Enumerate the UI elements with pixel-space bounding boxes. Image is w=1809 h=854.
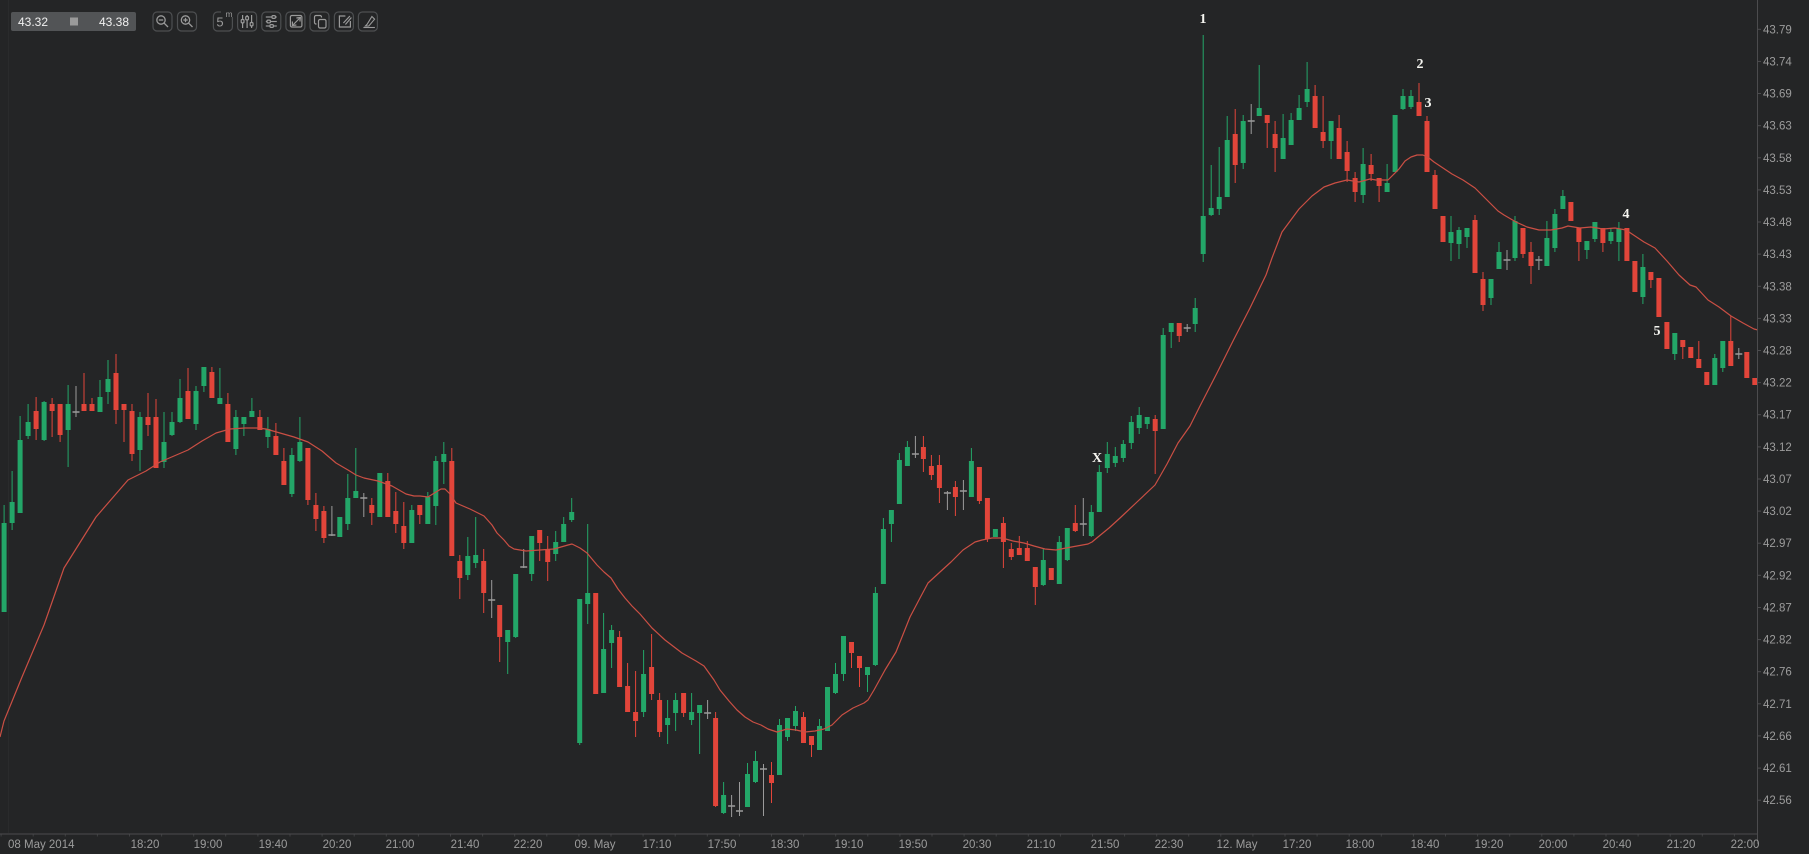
svg-text:43.69: 43.69 [1763, 89, 1792, 101]
svg-text:43.12: 43.12 [1763, 442, 1792, 454]
svg-text:18:00: 18:00 [1346, 839, 1375, 851]
svg-text:20:30: 20:30 [963, 839, 992, 851]
svg-text:X: X [1092, 451, 1102, 466]
svg-text:4: 4 [1623, 207, 1630, 222]
svg-text:5: 5 [1654, 324, 1661, 339]
svg-text:43.74: 43.74 [1763, 56, 1792, 68]
svg-text:18:40: 18:40 [1411, 839, 1440, 851]
svg-text:19:50: 19:50 [899, 839, 928, 851]
svg-text:43.22: 43.22 [1763, 378, 1792, 390]
svg-text:2: 2 [1417, 57, 1424, 72]
svg-text:43.33: 43.33 [1763, 313, 1792, 325]
svg-text:42.82: 42.82 [1763, 635, 1792, 647]
svg-text:42.87: 42.87 [1763, 603, 1792, 615]
svg-text:08 May 2014: 08 May 2014 [8, 839, 75, 851]
svg-text:19:10: 19:10 [835, 839, 864, 851]
svg-text:43.17: 43.17 [1763, 410, 1792, 422]
svg-text:43.58: 43.58 [1763, 153, 1792, 165]
svg-text:21:20: 21:20 [1667, 839, 1696, 851]
svg-text:43.32: 43.32 [18, 15, 48, 29]
svg-text:42.56: 42.56 [1763, 795, 1792, 807]
svg-text:42.71: 42.71 [1763, 699, 1792, 711]
svg-text:43.79: 43.79 [1763, 24, 1792, 36]
svg-text:17:20: 17:20 [1283, 839, 1312, 851]
svg-text:43.28: 43.28 [1763, 346, 1792, 358]
svg-text:17:10: 17:10 [643, 839, 672, 851]
svg-text:19:40: 19:40 [259, 839, 288, 851]
svg-text:21:10: 21:10 [1027, 839, 1056, 851]
svg-text:18:30: 18:30 [771, 839, 800, 851]
svg-text:43.02: 43.02 [1763, 506, 1792, 518]
svg-text:21:40: 21:40 [451, 839, 480, 851]
svg-text:20:40: 20:40 [1603, 839, 1632, 851]
svg-text:5: 5 [216, 15, 223, 30]
svg-text:43.48: 43.48 [1763, 217, 1792, 229]
svg-text:19:20: 19:20 [1475, 839, 1504, 851]
svg-text:12. May: 12. May [1217, 839, 1258, 851]
svg-text:18:20: 18:20 [131, 839, 160, 851]
svg-text:17:50: 17:50 [708, 839, 737, 851]
svg-text:22:30: 22:30 [1155, 839, 1184, 851]
svg-text:3: 3 [1425, 96, 1432, 111]
svg-text:21:50: 21:50 [1091, 839, 1120, 851]
svg-text:42.61: 42.61 [1763, 763, 1792, 775]
svg-text:42.76: 42.76 [1763, 667, 1792, 679]
svg-text:22:20: 22:20 [514, 839, 543, 851]
svg-text:43.38: 43.38 [99, 15, 129, 29]
svg-text:19:00: 19:00 [194, 839, 223, 851]
svg-text:m: m [225, 9, 232, 19]
svg-text:20:00: 20:00 [1539, 839, 1568, 851]
svg-text:42.66: 42.66 [1763, 731, 1792, 743]
svg-text:1: 1 [1200, 12, 1207, 27]
svg-text:43.63: 43.63 [1763, 121, 1792, 133]
svg-text:20:20: 20:20 [323, 839, 352, 851]
svg-text:22:00: 22:00 [1731, 839, 1760, 851]
svg-text:42.97: 42.97 [1763, 538, 1792, 550]
svg-text:21:00: 21:00 [386, 839, 415, 851]
svg-text:43.53: 43.53 [1763, 185, 1792, 197]
svg-text:09. May: 09. May [575, 839, 616, 851]
svg-text:43.38: 43.38 [1763, 281, 1792, 293]
svg-text:43.43: 43.43 [1763, 249, 1792, 261]
svg-text:42.92: 42.92 [1763, 570, 1792, 582]
svg-text:43.07: 43.07 [1763, 474, 1792, 486]
